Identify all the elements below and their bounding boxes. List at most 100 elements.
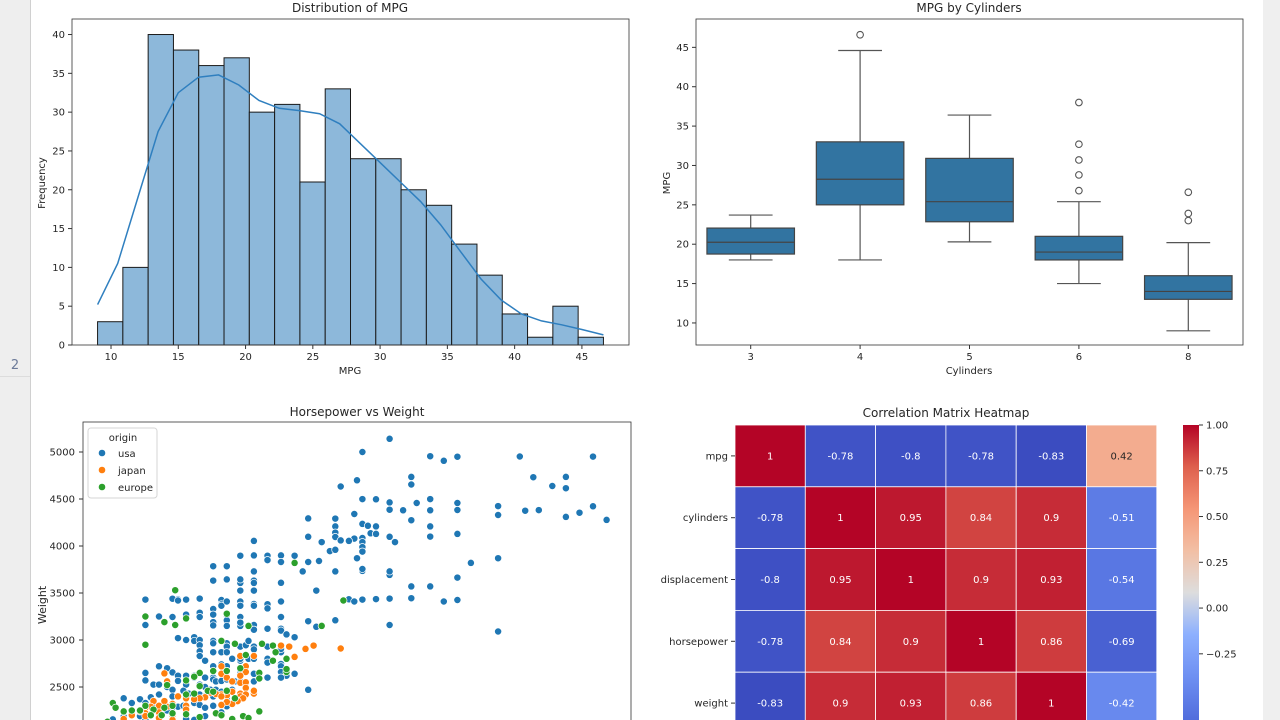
histogram-bar (97, 321, 124, 346)
x-tick-label: 35 (441, 352, 454, 363)
scatter-point-usa (534, 506, 543, 515)
scatter-point-usa (529, 473, 538, 482)
scatter-point-usa (331, 616, 340, 625)
scatter-point-usa (407, 594, 416, 603)
scrollbar-track[interactable] (1263, 0, 1280, 720)
scatter-point-usa (277, 626, 285, 635)
y-tick-label: 30 (676, 161, 689, 172)
y-axis-label: Frequency (37, 157, 48, 209)
x-tick-label: 8 (1185, 352, 1191, 363)
scatter-point-europe (282, 665, 291, 674)
histogram-bar (577, 336, 604, 346)
heatmap-cell (875, 548, 947, 611)
scatter-point-europe (255, 707, 264, 716)
heatmap-cell-value: 0.93 (900, 699, 922, 710)
scatter-point-europe (127, 706, 136, 715)
y-tick-label: 45 (676, 43, 689, 54)
heatmap-cell (875, 671, 947, 720)
scatter-point-usa (209, 562, 218, 571)
scatter-point-europe (195, 682, 204, 691)
heatmap-cell-value: -0.78 (968, 451, 994, 462)
scatter-point-usa (453, 573, 462, 582)
histogram-bar (274, 103, 301, 346)
scatter-point-usa (263, 556, 272, 565)
scatter-point-usa (358, 595, 367, 604)
scatter-point-usa (282, 630, 291, 639)
scatter-point-usa (222, 575, 231, 584)
scatter-point-usa (372, 495, 380, 504)
scatter-point-japan (236, 671, 245, 680)
scatter-point-usa (290, 551, 299, 560)
scatter-point-japan (277, 641, 285, 650)
heatmap-cell (804, 548, 876, 611)
heatmap-cell-value: 0.84 (829, 637, 851, 648)
scatter-point-japan (249, 652, 258, 660)
legend-title: origin (109, 433, 137, 444)
legend-label: usa (118, 449, 136, 460)
heatmap-cell-value: 0.86 (1040, 637, 1062, 648)
histogram-bar (527, 336, 554, 346)
scatter-point-europe (171, 586, 180, 595)
heatmap-cell-value: 1 (837, 513, 843, 524)
scatter-point-usa (249, 601, 258, 610)
scatter-point-usa (385, 434, 394, 443)
scatter-point-usa (136, 695, 144, 704)
y-tick-label: 40 (676, 82, 689, 93)
y-tick-label: 3500 (50, 589, 75, 600)
scatter-point-usa (363, 521, 372, 530)
y-tick-label: 5 (59, 302, 65, 313)
histogram-bar (198, 65, 225, 346)
x-tick-label: 6 (1076, 352, 1082, 363)
scatter-point-usa (141, 621, 150, 629)
legend-box (87, 427, 158, 499)
scatter-point-usa (344, 536, 353, 545)
scatter-point-europe (146, 711, 155, 720)
scatter-point-usa (195, 613, 204, 621)
scatter-point-usa (439, 597, 448, 606)
heatmap-cell-value: 1 (908, 575, 914, 586)
scatter-point-usa (399, 506, 408, 515)
scatter-point-usa (155, 690, 163, 699)
heatmap-cell (1086, 424, 1158, 488)
box-group (815, 30, 905, 261)
scatter-point-usa (336, 482, 345, 491)
y-tick-label: 25 (676, 200, 689, 211)
cell-gutter (0, 0, 31, 720)
heatmap-cell-value: -0.51 (1109, 513, 1135, 524)
scatter-point-usa (304, 617, 313, 626)
scatter-point-usa (222, 597, 231, 606)
y-tick-label: 2500 (50, 683, 75, 694)
scatter-point-usa (209, 610, 218, 619)
heatmap-cell (804, 486, 876, 549)
scatter-point-usa (290, 633, 299, 642)
legend: origin usa japan europe (87, 427, 158, 499)
scatter-point-europe (228, 715, 237, 720)
scatter-point-europe (182, 676, 191, 685)
histogram-bar (425, 204, 453, 346)
scatter-point-usa (168, 613, 177, 621)
scatter-point-usa (453, 596, 462, 604)
scatter-point-europe (230, 639, 239, 648)
scatter-point-europe (136, 706, 144, 715)
scatter-point-usa (209, 576, 218, 585)
scatter-point-usa (228, 654, 237, 663)
scatter-point-usa (391, 538, 399, 547)
heatmap-cell (875, 486, 947, 549)
scatter-point-europe (168, 701, 177, 710)
outlier-point (1075, 156, 1083, 164)
scatter-point-usa (453, 506, 462, 514)
scatter-point-usa (466, 558, 475, 567)
y-tick-label: 15 (676, 279, 689, 290)
heatmap-cell (1086, 486, 1158, 549)
heatmap-row-label: displacement (661, 575, 728, 586)
scatter-point-usa (336, 536, 345, 545)
scatter-point-usa (515, 452, 524, 461)
chart-title: MPG by Cylinders (916, 1, 1021, 15)
scatter-point-usa (277, 578, 285, 587)
x-tick-label: 5 (966, 352, 972, 363)
scatter-point-europe (190, 689, 199, 698)
heatmap-cell-value: 0.9 (832, 699, 848, 710)
x-tick-label: 45 (576, 352, 589, 363)
legend-marker-europe (98, 483, 106, 491)
histogram-bar (476, 274, 503, 346)
